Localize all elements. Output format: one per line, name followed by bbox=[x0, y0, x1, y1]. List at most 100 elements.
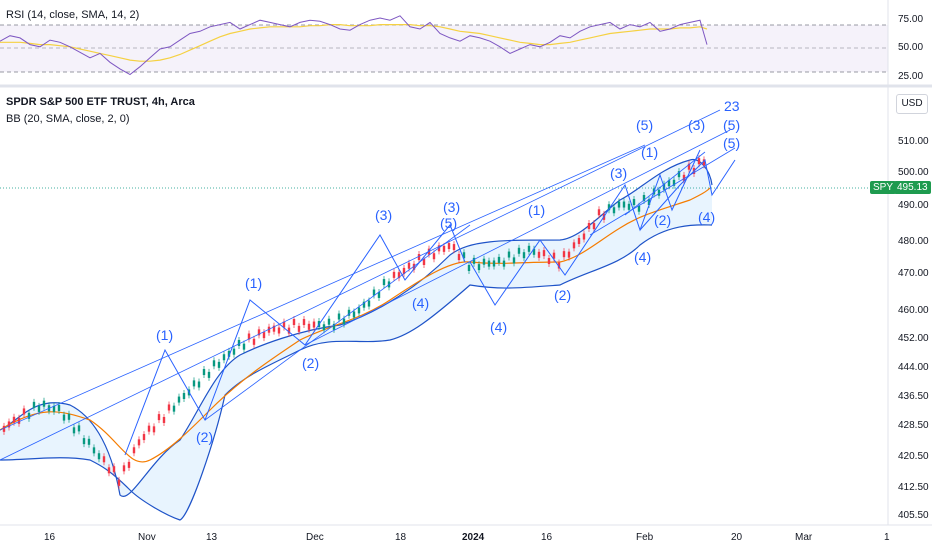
candle-body bbox=[447, 243, 451, 250]
candle-body bbox=[22, 408, 26, 415]
candle-body bbox=[467, 264, 471, 271]
candle-body bbox=[302, 319, 306, 326]
channel-line-4 bbox=[304, 129, 731, 346]
channel-line-3 bbox=[204, 224, 471, 421]
candle-body bbox=[492, 260, 496, 267]
candle-body bbox=[197, 381, 201, 388]
candle-body bbox=[207, 371, 211, 378]
candle-body bbox=[112, 466, 116, 473]
candle-body bbox=[497, 256, 501, 263]
candle-body bbox=[322, 324, 326, 331]
candle-body bbox=[107, 467, 111, 474]
candle-body bbox=[327, 318, 331, 325]
candle-body bbox=[7, 421, 11, 428]
rsi-line bbox=[0, 15, 708, 76]
wave-label: (1) bbox=[641, 144, 658, 160]
rsi-panel: 75.00 50.00 25.00 bbox=[0, 14, 923, 82]
candle-body bbox=[567, 251, 571, 258]
wave-label: (3) bbox=[443, 199, 460, 215]
candle-body bbox=[627, 203, 631, 210]
rsi-tick-25: 25.00 bbox=[898, 71, 923, 82]
candle-body bbox=[657, 189, 661, 196]
candle-body bbox=[312, 321, 316, 328]
candle-body bbox=[622, 201, 626, 208]
candle-body bbox=[572, 242, 576, 249]
candle-body bbox=[252, 338, 256, 345]
candle-body bbox=[232, 348, 236, 355]
price-tick: 412.50 bbox=[898, 482, 929, 493]
wave-label: (4) bbox=[634, 249, 651, 265]
candle-body bbox=[557, 262, 561, 269]
candle-body bbox=[367, 300, 371, 307]
currency-button[interactable]: USD bbox=[896, 94, 928, 114]
wave-label: (1) bbox=[156, 327, 173, 343]
candle-body bbox=[277, 327, 281, 334]
candle-body bbox=[332, 323, 336, 330]
candle-body bbox=[282, 321, 286, 328]
rsi-band-fill bbox=[0, 25, 888, 72]
candle-body bbox=[307, 323, 311, 330]
wave-label: (1) bbox=[245, 275, 262, 291]
candle-body bbox=[577, 237, 581, 244]
candle-body bbox=[102, 456, 106, 463]
price-tick: 480.00 bbox=[898, 236, 929, 247]
candle-body bbox=[87, 438, 91, 445]
candle-body bbox=[92, 447, 96, 454]
candle-body bbox=[272, 325, 276, 332]
candle-body bbox=[77, 425, 81, 432]
candle-body bbox=[177, 396, 181, 403]
time-tick: 16 bbox=[541, 532, 553, 543]
rsi-tick-75: 75.00 bbox=[898, 14, 923, 25]
candle-body bbox=[247, 333, 251, 340]
candle-body bbox=[347, 309, 351, 316]
wave-label: (5) bbox=[440, 215, 457, 231]
candle-body bbox=[377, 291, 381, 298]
price-tick: 405.50 bbox=[898, 510, 929, 521]
time-tick: 13 bbox=[206, 532, 218, 543]
candle-body bbox=[57, 404, 61, 411]
price-tick: 428.50 bbox=[898, 420, 929, 431]
candle-body bbox=[487, 260, 491, 267]
candle-body bbox=[677, 171, 681, 178]
candle-body bbox=[582, 233, 586, 240]
candle-body bbox=[522, 252, 526, 259]
price-tick: 460.00 bbox=[898, 305, 929, 316]
candle-body bbox=[32, 401, 36, 408]
rsi-legend: RSI (14, close, SMA, 14, 2) bbox=[6, 9, 140, 21]
candle-body bbox=[642, 195, 646, 202]
candle-body bbox=[672, 179, 676, 186]
candle-body bbox=[682, 174, 686, 181]
candle-body bbox=[262, 332, 266, 339]
time-tick: 2024 bbox=[462, 532, 485, 543]
candle-body bbox=[422, 258, 426, 265]
candle-body bbox=[122, 465, 126, 472]
time-tick: Mar bbox=[795, 532, 813, 543]
candle-body bbox=[687, 163, 691, 170]
candle-body bbox=[52, 405, 56, 412]
candle-body bbox=[357, 307, 361, 314]
candle-body bbox=[537, 251, 541, 258]
candle-body bbox=[37, 405, 41, 412]
candle-body bbox=[617, 201, 621, 208]
wave-label: (5) bbox=[723, 135, 740, 151]
candle-body bbox=[42, 400, 46, 407]
candle-body bbox=[412, 263, 416, 270]
candle-body bbox=[182, 393, 186, 400]
wave-label: (3) bbox=[688, 117, 705, 133]
rsi-ma-line bbox=[0, 24, 708, 62]
price-tick: 490.00 bbox=[898, 200, 929, 211]
candle-body bbox=[162, 416, 166, 423]
candle-body bbox=[702, 159, 706, 166]
candle-body bbox=[142, 434, 146, 441]
candle-body bbox=[237, 339, 241, 346]
candle-body bbox=[437, 245, 441, 252]
candle-body bbox=[417, 254, 421, 261]
candle-body bbox=[342, 318, 346, 325]
candle-body bbox=[612, 207, 616, 214]
wave-label: 23 bbox=[724, 98, 740, 114]
wave-label: (2) bbox=[654, 212, 671, 228]
candle-body bbox=[12, 416, 16, 423]
candle-body bbox=[337, 313, 341, 320]
price-tick: 470.00 bbox=[898, 268, 929, 279]
